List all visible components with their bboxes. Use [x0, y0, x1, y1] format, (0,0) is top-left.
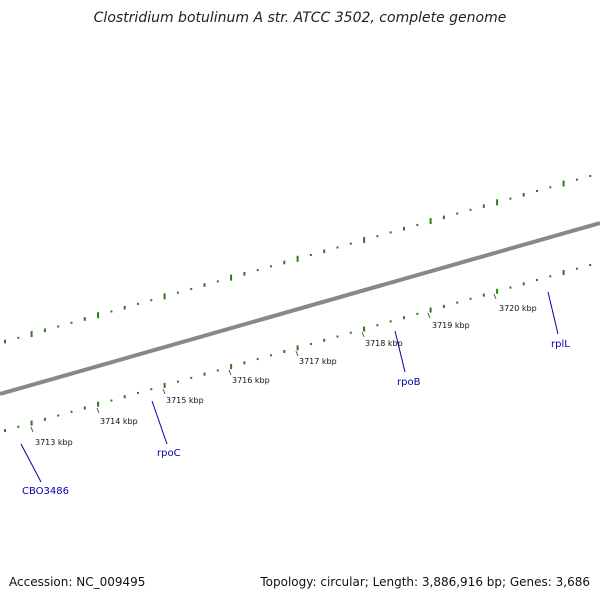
map-title: Clostridium botulinum A str. ATCC 3502, …	[93, 10, 507, 26]
gene-labels: CBO3486 rpoC rpoB rplL	[22, 339, 570, 497]
gene-label-leaders	[20, 291, 559, 483]
scale-label-3716: 3716 kbp	[232, 376, 270, 385]
gc-content-ticks	[4, 175, 592, 433]
accession-label: Accession: NC_009495	[9, 575, 146, 589]
gene-label-rpob[interactable]: rpoB	[397, 377, 421, 388]
scale-label-3718: 3718 kbp	[365, 339, 403, 348]
scale-label-3720: 3720 kbp	[499, 304, 537, 313]
forward-strand-track	[0, 0, 158, 23]
scale-label-3715: 3715 kbp	[166, 396, 204, 405]
gene-label-rpoc[interactable]: rpoC	[157, 448, 181, 459]
genome-backbone	[0, 221, 600, 396]
scale-labels: 3713 kbp 3714 kbp 3715 kbp 3716 kbp 3717…	[35, 304, 537, 447]
scale-ticks	[30, 293, 497, 433]
cds-forward-rpoc[interactable]	[0, 0, 158, 23]
scale-label-3719: 3719 kbp	[432, 321, 470, 330]
scale-label-3713: 3713 kbp	[35, 438, 73, 447]
gene-label-cbo3486[interactable]: CBO3486	[22, 486, 69, 497]
gene-label-rpll[interactable]: rplL	[551, 339, 570, 350]
scale-label-3714: 3714 kbp	[100, 417, 138, 426]
cds-reverse-rpoc[interactable]	[0, 0, 151, 22]
topology-label: Topology: circular; Length: 3,886,916 bp…	[260, 575, 590, 589]
reverse-strand-track	[0, 0, 151, 22]
scale-label-3717: 3717 kbp	[299, 357, 337, 366]
